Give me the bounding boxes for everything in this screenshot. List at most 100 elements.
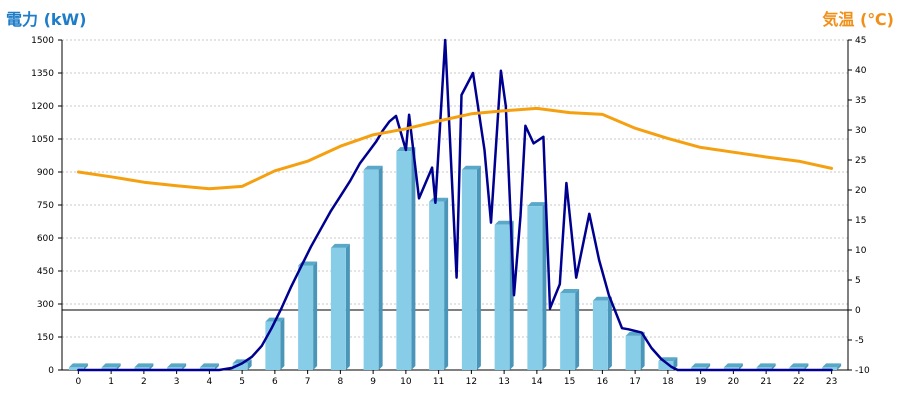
x-tick-label: 4 — [207, 377, 213, 387]
bar — [789, 363, 809, 370]
right-tick-label: 40 — [855, 66, 867, 76]
bar — [396, 147, 416, 370]
right-tick-label: 45 — [855, 36, 866, 46]
x-tick-label: 3 — [174, 377, 180, 387]
x-tick-label: 20 — [728, 377, 740, 387]
x-tick-label: 16 — [597, 377, 609, 387]
bar-top — [723, 363, 743, 368]
right-tick-label: -10 — [855, 366, 870, 376]
bar-side — [182, 363, 187, 370]
bar-front — [298, 265, 314, 370]
left-axis-title: 電力 (kW) — [6, 10, 87, 29]
bar-front — [101, 367, 117, 370]
bar — [691, 363, 711, 370]
bar — [298, 261, 318, 370]
bar-front — [265, 321, 281, 370]
bar-side — [444, 197, 449, 370]
left-tick-label: 150 — [37, 333, 54, 343]
left-tick-label: 600 — [37, 234, 54, 244]
left-tick-label: 0 — [48, 366, 54, 376]
bar-top — [789, 363, 809, 368]
bar — [167, 363, 187, 370]
left-tick-label: 450 — [37, 267, 54, 277]
right-tick-label: 10 — [855, 246, 867, 256]
bar-side — [214, 363, 219, 370]
right-tick-label: 25 — [855, 156, 866, 166]
left-tick-label: 1050 — [31, 135, 54, 145]
bar-front — [691, 367, 707, 370]
bar — [461, 165, 481, 370]
x-tick-label: 19 — [695, 377, 707, 387]
bar — [592, 296, 612, 370]
bar-front — [723, 367, 739, 370]
bar — [756, 363, 776, 370]
bar-front — [560, 293, 576, 370]
bar-top — [494, 220, 514, 225]
bar-side — [313, 261, 318, 370]
x-tick-label: 1 — [108, 377, 114, 387]
bar-side — [837, 363, 842, 370]
bar — [560, 289, 580, 370]
bar-top — [167, 363, 187, 368]
x-tick-label: 23 — [826, 377, 837, 387]
left-tick-label: 1200 — [31, 102, 54, 112]
bar-side — [706, 363, 711, 370]
x-tick-label: 13 — [498, 377, 509, 387]
x-tick-label: 2 — [141, 377, 147, 387]
right-tick-label: 35 — [855, 96, 866, 106]
right-tick-label: -5 — [855, 336, 864, 346]
bar-side — [771, 363, 776, 370]
bar-side — [280, 317, 285, 370]
bar-front — [658, 361, 674, 370]
x-tick-label: 8 — [338, 377, 344, 387]
bar-side — [804, 363, 809, 370]
bar-front — [789, 367, 805, 370]
bar-top — [101, 363, 121, 368]
bar-side — [575, 289, 580, 370]
bar-front — [134, 367, 150, 370]
bar-front — [527, 206, 543, 370]
x-tick-label: 11 — [433, 377, 444, 387]
x-tick-label: 15 — [564, 377, 575, 387]
right-tick-label: 20 — [855, 186, 867, 196]
x-tick-label: 0 — [76, 377, 82, 387]
x-tick-label: 14 — [531, 377, 543, 387]
bar-side — [83, 363, 88, 370]
bar-side — [542, 202, 547, 370]
bar-front — [232, 363, 248, 370]
x-tick-label: 17 — [629, 377, 640, 387]
bar-top — [461, 165, 481, 170]
bar-front — [167, 367, 183, 370]
bar-top — [199, 363, 219, 368]
x-tick-label: 18 — [662, 377, 674, 387]
bar-front — [756, 367, 772, 370]
bar-front — [396, 151, 412, 370]
bar — [330, 243, 350, 370]
bar-top — [560, 289, 580, 293]
bar-side — [116, 363, 121, 370]
x-tick-label: 22 — [793, 377, 804, 387]
bar — [723, 363, 743, 370]
x-tick-label: 9 — [370, 377, 376, 387]
bar-side — [476, 165, 481, 370]
right-tick-label: 30 — [855, 126, 867, 136]
bar-top — [330, 243, 350, 248]
bar-top — [822, 363, 842, 368]
bar-top — [592, 296, 612, 301]
bar-top — [691, 363, 711, 368]
x-tick-label: 5 — [239, 377, 245, 387]
bar-front — [461, 169, 477, 370]
bar-front — [363, 169, 379, 370]
power-line — [77, 38, 833, 372]
bar-front — [625, 335, 641, 370]
bar-side — [411, 147, 416, 370]
x-tick-label: 21 — [760, 377, 771, 387]
bar-top — [363, 165, 383, 170]
bar — [527, 202, 547, 370]
bar-front — [330, 247, 346, 370]
bar-front — [199, 367, 215, 370]
bar — [134, 363, 154, 370]
left-tick-label: 1350 — [31, 69, 54, 79]
